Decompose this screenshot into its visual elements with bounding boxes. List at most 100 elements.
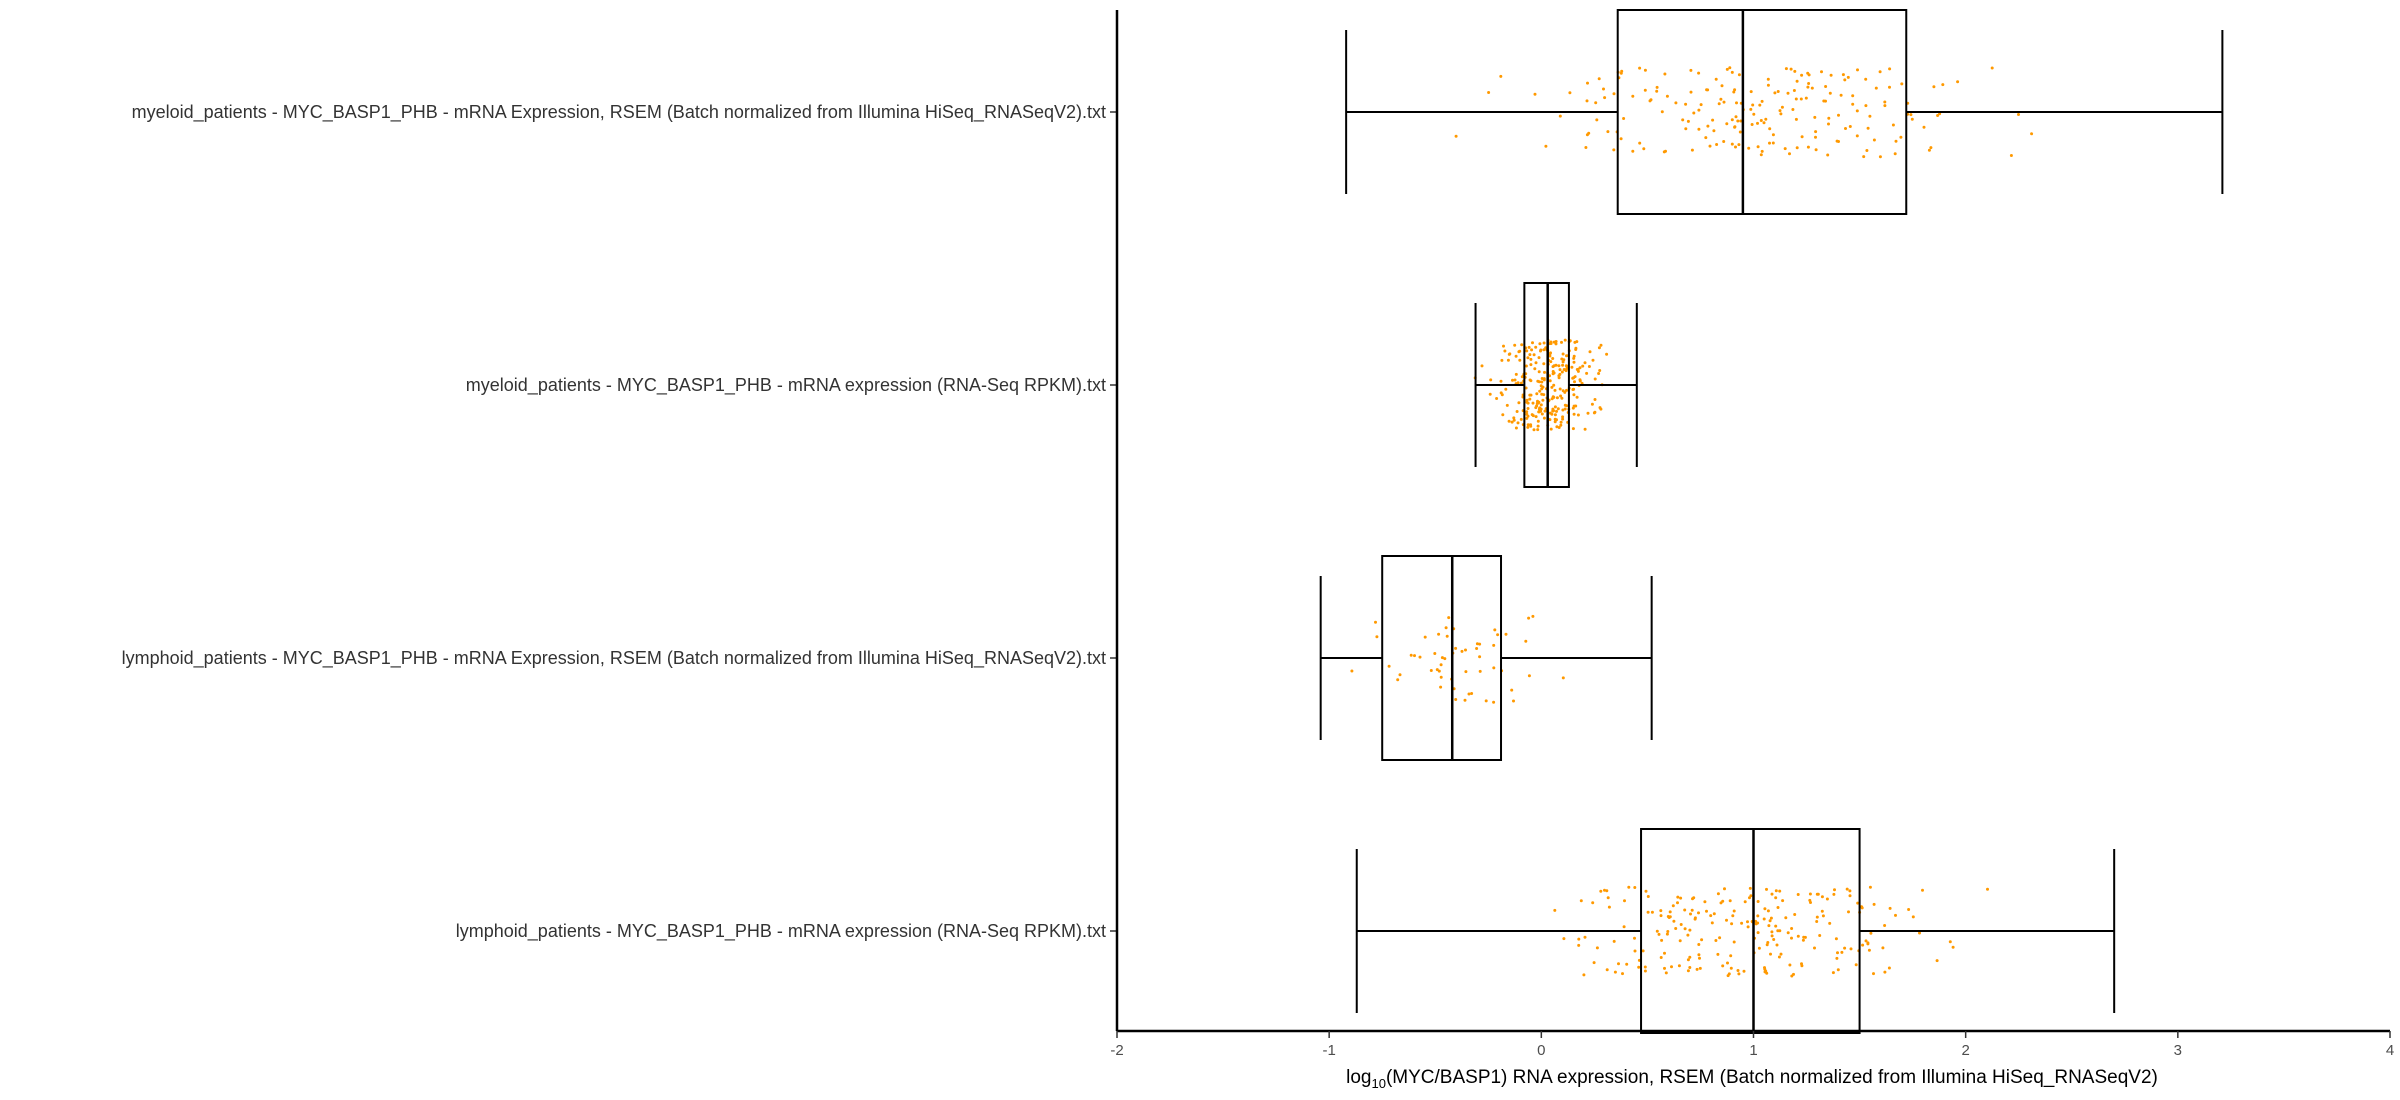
data-point [1514, 372, 1518, 376]
data-point [1524, 364, 1528, 368]
data-point [1510, 420, 1514, 424]
data-point [1536, 428, 1540, 432]
data-point [1606, 896, 1610, 900]
data-point [1758, 103, 1762, 107]
category-label: lymphoid_patients - MYC_BASP1_PHB - mRNA… [456, 921, 1106, 942]
data-point [1683, 908, 1687, 912]
data-point [1771, 133, 1775, 137]
data-point [1843, 78, 1847, 82]
data-point [1470, 692, 1474, 695]
data-point [1396, 678, 1400, 682]
data-point [1583, 361, 1587, 365]
data-point [1557, 364, 1561, 368]
data-point [1697, 108, 1701, 112]
data-point [1795, 79, 1799, 83]
data-point [1553, 388, 1557, 392]
data-point [1719, 901, 1723, 905]
data-point [1697, 71, 1701, 75]
data-point [1572, 360, 1576, 364]
data-point [1936, 114, 1940, 117]
data-point [1752, 112, 1756, 116]
data-point [1602, 87, 1605, 91]
data-point [1584, 146, 1588, 149]
data-point [1514, 426, 1518, 430]
data-point [1730, 118, 1734, 122]
data-point [1606, 130, 1610, 134]
data-point [1677, 964, 1681, 968]
data-point [1734, 115, 1738, 119]
data-point [1746, 920, 1749, 924]
data-point [1665, 932, 1669, 936]
data-point [1575, 340, 1579, 344]
data-point [1659, 909, 1663, 913]
data-point [1932, 85, 1936, 89]
data-point [1529, 393, 1533, 397]
data-point [1737, 143, 1741, 147]
data-point [1655, 929, 1659, 933]
data-point [1454, 698, 1458, 701]
data-point [1605, 352, 1609, 356]
data-point [1576, 413, 1580, 417]
data-point [1878, 70, 1882, 74]
data-point [1740, 921, 1744, 925]
data-point [1820, 909, 1824, 913]
data-point [1633, 936, 1636, 940]
data-point [1893, 152, 1897, 156]
data-point [1756, 914, 1760, 918]
data-point [1689, 912, 1692, 916]
data-point [1844, 127, 1847, 130]
data-point [1746, 925, 1750, 929]
data-point [1512, 416, 1516, 420]
data-point [1585, 99, 1589, 103]
data-point [1643, 965, 1647, 969]
data-point [1555, 409, 1558, 413]
data-point [1766, 77, 1770, 81]
data-point [1695, 967, 1699, 971]
data-point [1869, 931, 1873, 935]
data-point [1734, 145, 1737, 149]
data-point [1793, 913, 1797, 916]
data-point [1506, 358, 1510, 362]
data-point [1591, 901, 1595, 905]
data-point [1597, 77, 1601, 81]
data-point [1888, 67, 1892, 71]
data-point [1770, 892, 1774, 896]
data-point [1660, 110, 1664, 114]
data-point [1551, 365, 1555, 369]
data-point [1534, 361, 1538, 365]
data-point [1503, 349, 1507, 353]
data-point [1631, 94, 1635, 98]
box-layer [1319, 9, 2224, 1034]
data-point [1990, 66, 1994, 70]
data-point [1671, 904, 1675, 908]
data-point [1845, 887, 1849, 891]
data-point [1559, 394, 1563, 398]
data-point [1789, 67, 1793, 71]
data-point [1796, 934, 1800, 938]
data-point [1631, 149, 1635, 153]
data-point [1820, 70, 1823, 74]
data-point [1763, 966, 1766, 970]
data-point [1818, 934, 1822, 937]
data-point [1526, 414, 1530, 418]
data-point [1583, 935, 1587, 939]
data-point [1595, 118, 1599, 122]
data-point [2009, 154, 2013, 157]
data-point [1828, 921, 1832, 925]
data-point [1726, 974, 1730, 978]
data-point [1433, 652, 1437, 655]
data-point [1731, 914, 1735, 918]
data-point [1454, 646, 1458, 650]
data-point [1375, 635, 1379, 639]
data-point [1824, 99, 1827, 103]
data-point [1795, 146, 1799, 150]
data-point [1571, 376, 1575, 380]
data-point [1729, 954, 1733, 958]
data-point [1508, 352, 1512, 356]
data-point [1553, 413, 1557, 417]
data-point [1548, 379, 1552, 383]
data-point [1467, 692, 1471, 696]
data-point [1529, 423, 1533, 427]
data-point [1770, 934, 1774, 938]
data-point [1444, 626, 1448, 630]
